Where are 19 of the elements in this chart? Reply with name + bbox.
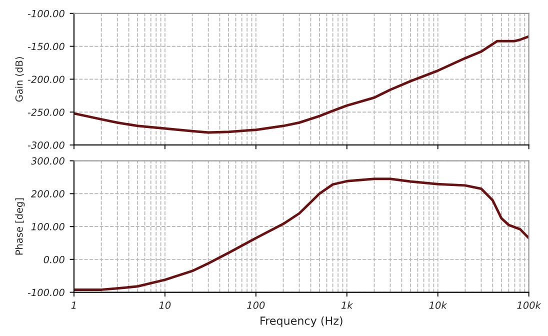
y-tick-label: -200.00	[28, 76, 64, 84]
x-tick-label: 10k	[429, 301, 448, 309]
y-tick-label: -100.00	[28, 288, 64, 296]
y-axis-title: Phase [deg]	[15, 198, 25, 255]
y-tick-label: -250.00	[28, 108, 64, 116]
y-tick-label: -100.00	[28, 10, 64, 18]
y-tick-label: -150.00	[28, 42, 64, 50]
y-tick-label: 200.00	[30, 190, 64, 198]
y-tick-label: 0.00	[44, 256, 64, 264]
y-tick-label: -300.00	[28, 141, 64, 149]
y-tick-label: 100.00	[31, 223, 64, 230]
x-tick-label: 100k	[517, 301, 542, 309]
y-tick-label: 300.00	[30, 157, 64, 165]
x-axis-title: Frequency (Hz)	[260, 316, 342, 328]
x-tick-label: 1	[71, 302, 76, 309]
x-tick-label: 100	[247, 302, 265, 309]
x-tick-label: 1k	[341, 301, 354, 309]
y-axis-title: Gain (dB)	[15, 57, 24, 102]
x-tick-label: 10	[159, 302, 171, 309]
